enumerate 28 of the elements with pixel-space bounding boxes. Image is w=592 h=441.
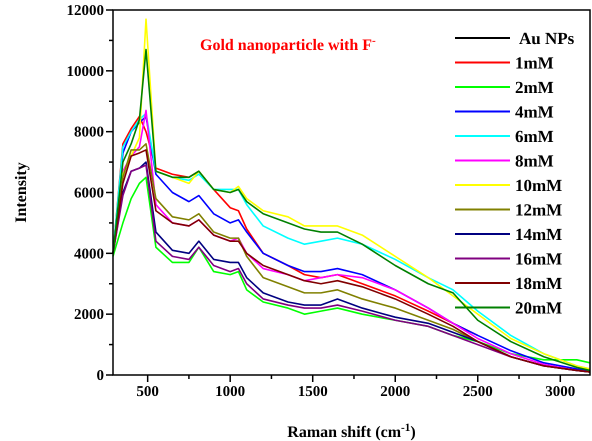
legend-label: 10mM (515, 176, 562, 195)
text: Gold nanoparticle with F$^{-}$ (200, 35, 376, 54)
x-tick-label: 500 (136, 384, 159, 400)
y-tick-label: 6000 (74, 186, 104, 202)
legend-label: 18mM (515, 274, 562, 293)
legend-label: 12mM (515, 200, 562, 220)
x-tick-label: 1000 (215, 384, 246, 400)
x-axis-title: Raman shift (cm$^{-1}$) (287, 422, 416, 441)
legend-label: 16mM (515, 250, 562, 268)
y-tick-label: 12000 (66, 3, 104, 19)
legend-label: 1mM (515, 54, 554, 72)
legend-label: 8mM (515, 152, 554, 170)
legend-label: 2mM (515, 78, 554, 97)
y-tick-label: 2000 (74, 307, 104, 324)
x-tick-label: 1500 (298, 384, 328, 400)
y-tick-label: 4000 (74, 246, 104, 262)
legend-label: 20mM (515, 298, 562, 318)
y-tick-label: 8000 (74, 124, 104, 141)
y-tick-label: 10000 (66, 64, 104, 80)
legend-label: 6mM (515, 127, 554, 146)
legend-label: 14mM (515, 225, 562, 244)
y-tick-label: 0 (96, 368, 104, 384)
x-tick-label: 3000 (545, 384, 576, 400)
legend-label: Au NPs (519, 29, 575, 48)
legend-label: 4mM (515, 102, 554, 122)
x-tick-label: 2500 (462, 384, 493, 400)
y-axis-title: Intensity (13, 162, 30, 223)
x-tick-label: 2000 (380, 384, 410, 400)
